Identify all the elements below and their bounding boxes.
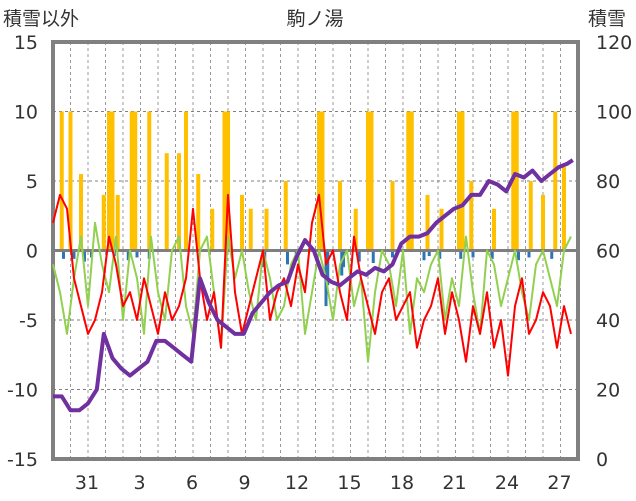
- negative-bar: [527, 250, 531, 258]
- x-tick-label: 21: [442, 472, 466, 494]
- x-tick-label: 15: [337, 472, 361, 494]
- precip-bar: [439, 208, 444, 251]
- left-axis-title: 積雪以外: [3, 8, 79, 30]
- negative-bar: [72, 250, 76, 259]
- right-tick-label: 120: [596, 32, 632, 54]
- precip-bar: [369, 111, 374, 251]
- negative-bar: [438, 250, 442, 259]
- precip-bar: [129, 111, 134, 251]
- right-tick-label: 0: [596, 449, 608, 471]
- precip-bar: [460, 111, 465, 251]
- precip-bar: [514, 111, 519, 251]
- negative-bar: [427, 250, 431, 257]
- right-tick-label: 80: [596, 171, 620, 193]
- precip-bar: [101, 194, 106, 251]
- right-tick-label: 100: [596, 102, 632, 124]
- precip-bar: [425, 194, 430, 251]
- negative-bar: [371, 250, 375, 264]
- precip-bar: [457, 111, 461, 251]
- temperature-line: [52, 193, 572, 377]
- precip-bar: [406, 111, 411, 251]
- precip-bar: [79, 174, 83, 251]
- left-tick-label: -10: [7, 380, 38, 402]
- negative-bar: [490, 250, 494, 259]
- series-lines: [52, 158, 574, 413]
- left-tick-label: 0: [26, 241, 38, 263]
- precip-bar: [469, 181, 474, 251]
- precip-bar: [115, 194, 120, 251]
- humidity-line: [52, 221, 572, 363]
- precip-bar: [248, 208, 253, 251]
- negative-bar: [517, 250, 520, 261]
- negative-bar: [357, 250, 361, 262]
- x-tick-label: 27: [547, 472, 571, 494]
- negative-bar: [326, 250, 330, 286]
- negative-bar: [135, 250, 139, 258]
- chart-title: 駒ノ湯: [286, 8, 343, 30]
- right-axis-ticks: 120 100 80 60 40 20 0: [596, 32, 632, 471]
- precip-bar: [353, 208, 358, 251]
- precip-bar: [177, 153, 181, 251]
- precip-bar: [492, 208, 496, 251]
- negative-bar: [83, 250, 86, 262]
- precip-bar: [110, 111, 115, 251]
- precip-bar: [541, 194, 545, 251]
- right-axis-title: 積雪: [588, 8, 626, 30]
- precip-bar: [196, 174, 201, 251]
- x-tick-label: 31: [75, 472, 99, 494]
- precip-bar: [240, 194, 244, 251]
- precip-bar: [147, 111, 152, 251]
- left-tick-label: 5: [26, 171, 38, 193]
- precip-bar: [164, 153, 169, 251]
- negative-bar: [126, 250, 130, 261]
- x-tick-label: 12: [285, 472, 309, 494]
- precip-bar: [390, 181, 395, 251]
- left-tick-label: 10: [14, 102, 38, 124]
- precip-bar: [210, 208, 215, 251]
- x-tick-label: 3: [133, 472, 145, 494]
- precip-bar: [317, 111, 321, 251]
- precip-bar: [184, 111, 188, 251]
- left-tick-label: -15: [7, 449, 38, 471]
- precip-bar: [264, 208, 269, 251]
- negative-bar: [62, 250, 65, 259]
- right-tick-label: 60: [596, 241, 620, 263]
- negative-bar: [459, 250, 463, 259]
- precip-bar: [59, 111, 64, 251]
- precip-bar: [320, 111, 325, 251]
- left-tick-label: 15: [14, 32, 38, 54]
- snow-depth-line: [53, 158, 574, 413]
- negative-bar: [286, 250, 289, 265]
- x-tick-label: 9: [238, 472, 250, 494]
- precip-bar: [338, 181, 342, 251]
- left-tick-label: -5: [19, 310, 38, 332]
- negative-bar: [550, 250, 554, 259]
- right-tick-label: 40: [596, 310, 620, 332]
- x-tick-label: 6: [186, 472, 198, 494]
- precip-bar: [553, 111, 558, 251]
- precip-bar: [133, 111, 138, 251]
- precip-bar: [562, 167, 566, 251]
- x-tick-label: 24: [495, 472, 519, 494]
- precip-bar: [107, 111, 111, 251]
- negative-bar: [471, 250, 475, 258]
- precip-bar: [222, 111, 227, 251]
- x-axis-ticks: 31 3 6 9 12 15 18 21 24 27: [75, 472, 572, 494]
- x-tick-label: 18: [390, 472, 414, 494]
- precip-bar: [283, 181, 288, 251]
- negative-bar: [422, 250, 426, 261]
- left-axis-ticks: 15 10 5 0 -5 -10 -15: [7, 32, 38, 471]
- precip-bar: [68, 111, 73, 251]
- negative-bar: [391, 250, 394, 258]
- precip-bar: [409, 111, 414, 251]
- precip-bar: [226, 111, 230, 251]
- right-tick-label: 20: [596, 380, 620, 402]
- precip-bar: [366, 111, 370, 251]
- precip-bar: [528, 181, 533, 251]
